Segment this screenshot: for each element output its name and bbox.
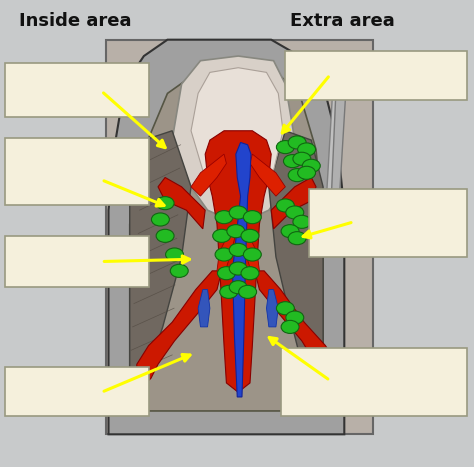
Ellipse shape: [288, 136, 306, 149]
Polygon shape: [172, 56, 295, 224]
Text: Common iliac
lymph nodes
( 3 cases): Common iliac lymph nodes ( 3 cases): [340, 365, 408, 399]
Ellipse shape: [227, 225, 245, 238]
Text: Oburator lymph nodes
(17 cases): Oburator lymph nodes (17 cases): [320, 65, 432, 87]
Ellipse shape: [156, 229, 174, 242]
Polygon shape: [269, 131, 323, 402]
Ellipse shape: [293, 152, 311, 165]
Ellipse shape: [288, 169, 306, 182]
Ellipse shape: [276, 141, 294, 154]
Polygon shape: [326, 93, 342, 234]
Ellipse shape: [241, 267, 259, 280]
Polygon shape: [255, 271, 337, 388]
Ellipse shape: [170, 264, 188, 277]
Ellipse shape: [288, 232, 306, 245]
Polygon shape: [205, 131, 271, 392]
Text: Middle sacral
lymph node (4 cases): Middle sacral lymph node (4 cases): [17, 250, 137, 273]
Ellipse shape: [239, 285, 256, 298]
Ellipse shape: [243, 248, 261, 261]
Ellipse shape: [229, 281, 247, 294]
Ellipse shape: [229, 243, 247, 256]
Ellipse shape: [286, 206, 304, 219]
Polygon shape: [233, 142, 251, 397]
Polygon shape: [137, 271, 222, 388]
Ellipse shape: [220, 285, 238, 298]
Text: Distal internal iliac
lymph nodes (36 cases): Distal internal iliac lymph nodes (36 ca…: [17, 79, 136, 101]
Polygon shape: [217, 234, 236, 276]
Ellipse shape: [218, 267, 236, 280]
Ellipse shape: [281, 320, 299, 333]
FancyBboxPatch shape: [5, 367, 148, 416]
Polygon shape: [191, 68, 283, 196]
Text: Extra area: Extra area: [290, 12, 394, 30]
Polygon shape: [330, 84, 346, 243]
FancyBboxPatch shape: [5, 138, 148, 205]
Text: External iliac
lymph nodes
(3 cases): External iliac lymph nodes (3 cases): [356, 206, 420, 240]
Ellipse shape: [229, 262, 247, 275]
FancyBboxPatch shape: [106, 40, 373, 434]
Ellipse shape: [276, 199, 294, 212]
Polygon shape: [109, 40, 344, 434]
Polygon shape: [271, 177, 316, 229]
FancyBboxPatch shape: [5, 236, 148, 287]
Polygon shape: [191, 154, 227, 196]
FancyBboxPatch shape: [281, 348, 467, 416]
FancyBboxPatch shape: [309, 189, 467, 257]
Polygon shape: [130, 61, 323, 411]
Ellipse shape: [281, 225, 299, 238]
Polygon shape: [130, 131, 191, 402]
Ellipse shape: [298, 143, 316, 156]
Ellipse shape: [293, 215, 311, 228]
Ellipse shape: [243, 211, 261, 224]
Text: Inside area: Inside area: [19, 12, 132, 30]
Text: Proximal internal
iliac lymph nodes
(11 cases): Proximal internal iliac lymph nodes (11 …: [33, 155, 120, 189]
Polygon shape: [198, 290, 210, 327]
Ellipse shape: [156, 197, 174, 210]
FancyBboxPatch shape: [285, 51, 467, 100]
Text: Pre-aortic  lymph nodes
(1 case): Pre-aortic lymph nodes (1 case): [18, 380, 136, 402]
Ellipse shape: [165, 248, 183, 261]
Ellipse shape: [241, 229, 259, 242]
Polygon shape: [158, 177, 205, 229]
Polygon shape: [240, 234, 259, 276]
Polygon shape: [250, 154, 285, 196]
FancyBboxPatch shape: [5, 63, 148, 117]
Ellipse shape: [151, 213, 169, 226]
Ellipse shape: [229, 206, 247, 219]
Ellipse shape: [276, 302, 294, 315]
Ellipse shape: [215, 248, 233, 261]
Ellipse shape: [298, 166, 316, 179]
Ellipse shape: [215, 211, 233, 224]
Ellipse shape: [283, 155, 301, 168]
Polygon shape: [266, 290, 278, 327]
Ellipse shape: [213, 229, 231, 242]
Ellipse shape: [302, 159, 320, 172]
Ellipse shape: [286, 311, 304, 324]
